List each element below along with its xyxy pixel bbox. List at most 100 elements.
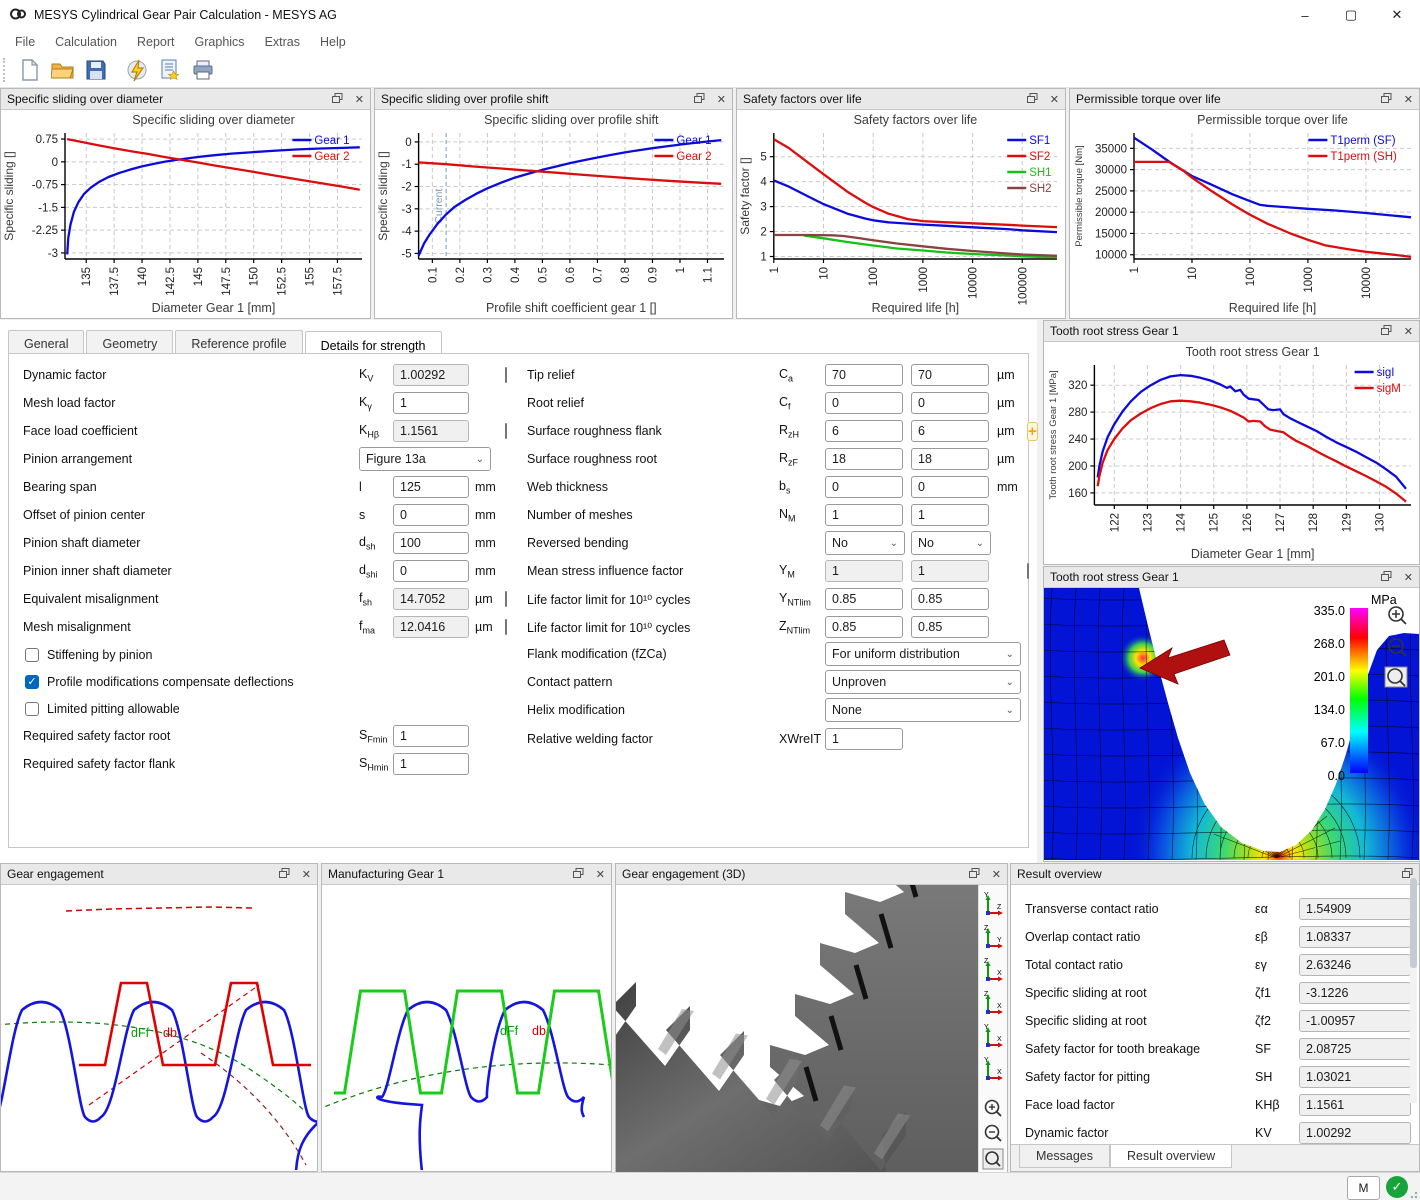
float-icon[interactable] bbox=[1027, 92, 1038, 106]
dropdown[interactable]: None⌄ bbox=[825, 698, 1021, 722]
close-icon[interactable]: ✕ bbox=[1050, 93, 1059, 106]
checkbox[interactable] bbox=[25, 702, 39, 716]
input-field[interactable]: 70 bbox=[825, 364, 903, 386]
resize-grip[interactable] bbox=[1408, 1189, 1418, 1199]
input-field[interactable]: 0 bbox=[393, 504, 469, 526]
gear-3d-view[interactable] bbox=[616, 885, 980, 1172]
close-icon[interactable]: ✕ bbox=[1404, 93, 1413, 106]
input-field[interactable]: 14.7052 bbox=[393, 588, 469, 610]
new-file-button[interactable] bbox=[15, 56, 45, 84]
checkbox[interactable] bbox=[505, 367, 507, 383]
menu-item-extras[interactable]: Extras bbox=[256, 32, 309, 52]
float-icon[interactable] bbox=[332, 92, 343, 106]
input-field[interactable]: 0.85 bbox=[911, 616, 989, 638]
input-field[interactable]: 1.00292 bbox=[393, 364, 469, 386]
calculate-button[interactable] bbox=[122, 56, 152, 84]
input-field[interactable]: 0.85 bbox=[911, 588, 989, 610]
zoom-in-icon[interactable] bbox=[982, 1097, 1004, 1122]
open-file-button[interactable] bbox=[48, 56, 78, 84]
close-icon[interactable]: ✕ bbox=[302, 868, 311, 881]
input-field[interactable]: 1 bbox=[393, 753, 469, 775]
axis-view-icon[interactable]: Y X bbox=[982, 1021, 1004, 1050]
menu-item-report[interactable]: Report bbox=[128, 32, 184, 52]
dropdown[interactable]: Unproven⌄ bbox=[825, 670, 1021, 694]
manufacturing-view[interactable]: dFfdb bbox=[322, 885, 611, 1172]
toolbar-grip[interactable] bbox=[3, 58, 11, 82]
save-file-button[interactable] bbox=[81, 56, 111, 84]
input-field[interactable]: 0.85 bbox=[825, 588, 903, 610]
input-field[interactable]: 1 bbox=[825, 728, 903, 750]
input-field[interactable]: 1 bbox=[911, 560, 989, 582]
result-value: 2.08725 bbox=[1299, 1038, 1411, 1060]
dropdown[interactable]: No⌄ bbox=[825, 531, 905, 555]
input-field[interactable]: 100 bbox=[393, 532, 469, 554]
checkbox[interactable]: ✓ bbox=[25, 675, 39, 689]
input-field[interactable]: 1 bbox=[911, 504, 989, 526]
input-field[interactable]: 1.1561 bbox=[393, 420, 469, 442]
fem-view[interactable]: MPa335.0268.0201.0134.067.00.0 bbox=[1044, 588, 1419, 862]
input-field[interactable]: 1 bbox=[393, 392, 469, 414]
input-field[interactable]: 0 bbox=[911, 392, 989, 414]
axis-view-icon[interactable]: Z X bbox=[982, 988, 1004, 1017]
print-button[interactable] bbox=[188, 56, 218, 84]
axis-view-icon[interactable]: Z Y bbox=[982, 922, 1004, 951]
dropdown[interactable]: No⌄ bbox=[911, 531, 991, 555]
dropdown[interactable]: For uniform distribution⌄ bbox=[825, 642, 1021, 666]
result-label: Dynamic factor bbox=[1025, 1126, 1255, 1140]
close-icon[interactable]: ✕ bbox=[717, 93, 726, 106]
input-field[interactable]: 18 bbox=[825, 448, 903, 470]
maximize-button[interactable]: ▢ bbox=[1328, 0, 1374, 30]
float-icon[interactable] bbox=[1381, 92, 1392, 106]
axis-view-icon[interactable]: Z X bbox=[982, 955, 1004, 984]
checkbox[interactable] bbox=[505, 591, 507, 607]
field-label: Life factor limit for 10¹⁰ cycles bbox=[527, 592, 779, 607]
checkbox[interactable] bbox=[505, 619, 507, 635]
input-field[interactable]: 6 bbox=[911, 420, 989, 442]
input-field[interactable]: 18 bbox=[911, 448, 989, 470]
input-field[interactable]: 70 bbox=[911, 364, 989, 386]
float-icon[interactable] bbox=[279, 867, 290, 881]
menu-item-graphics[interactable]: Graphics bbox=[186, 32, 254, 52]
zoom-out-icon[interactable] bbox=[982, 1122, 1004, 1147]
result-scrollbar[interactable] bbox=[1410, 878, 1417, 1103]
float-icon[interactable] bbox=[1381, 324, 1392, 338]
zoom-fit-icon[interactable] bbox=[982, 1147, 1004, 1172]
menu-item-file[interactable]: File bbox=[6, 32, 44, 52]
gear-engagement-view[interactable]: dFfdb bbox=[1, 885, 317, 1172]
bottom-tab-messages[interactable]: Messages bbox=[1019, 1145, 1110, 1168]
messages-indicator-button[interactable]: M bbox=[1347, 1176, 1380, 1200]
input-field[interactable]: 0 bbox=[825, 476, 903, 498]
checkbox[interactable] bbox=[1027, 563, 1029, 579]
float-icon[interactable] bbox=[1381, 570, 1392, 584]
checkbox[interactable] bbox=[25, 648, 39, 662]
close-button[interactable]: ✕ bbox=[1374, 0, 1420, 30]
float-icon[interactable] bbox=[573, 867, 584, 881]
input-field[interactable]: 1 bbox=[825, 504, 903, 526]
input-field[interactable]: 0 bbox=[825, 392, 903, 414]
input-field[interactable]: 1 bbox=[393, 725, 469, 747]
input-field[interactable]: 0.85 bbox=[825, 616, 903, 638]
menu-item-help[interactable]: Help bbox=[311, 32, 355, 52]
close-icon[interactable]: ✕ bbox=[596, 868, 605, 881]
axis-view-icon[interactable]: Y Z bbox=[982, 889, 1004, 918]
menu-item-calculation[interactable]: Calculation bbox=[46, 32, 126, 52]
report-button[interactable] bbox=[155, 56, 185, 84]
close-icon[interactable]: ✕ bbox=[1404, 325, 1413, 338]
add-button[interactable]: + bbox=[1027, 422, 1038, 441]
input-field[interactable]: 1 bbox=[825, 560, 903, 582]
checkbox[interactable] bbox=[505, 423, 507, 439]
input-field[interactable]: 125 bbox=[393, 476, 469, 498]
float-icon[interactable] bbox=[694, 92, 705, 106]
input-field[interactable]: 6 bbox=[825, 420, 903, 442]
close-icon[interactable]: ✕ bbox=[1404, 571, 1413, 584]
minimize-button[interactable]: – bbox=[1282, 0, 1328, 30]
close-icon[interactable]: ✕ bbox=[992, 868, 1001, 881]
close-icon[interactable]: ✕ bbox=[355, 93, 364, 106]
axis-view-icon[interactable]: Y X bbox=[982, 1054, 1004, 1083]
dropdown[interactable]: Figure 13a⌄ bbox=[359, 447, 491, 471]
input-field[interactable]: 0 bbox=[393, 560, 469, 582]
bottom-tab-result-overview[interactable]: Result overview bbox=[1110, 1145, 1232, 1168]
input-field[interactable]: 0 bbox=[911, 476, 989, 498]
float-icon[interactable] bbox=[969, 867, 980, 881]
input-field[interactable]: 12.0416 bbox=[393, 616, 469, 638]
